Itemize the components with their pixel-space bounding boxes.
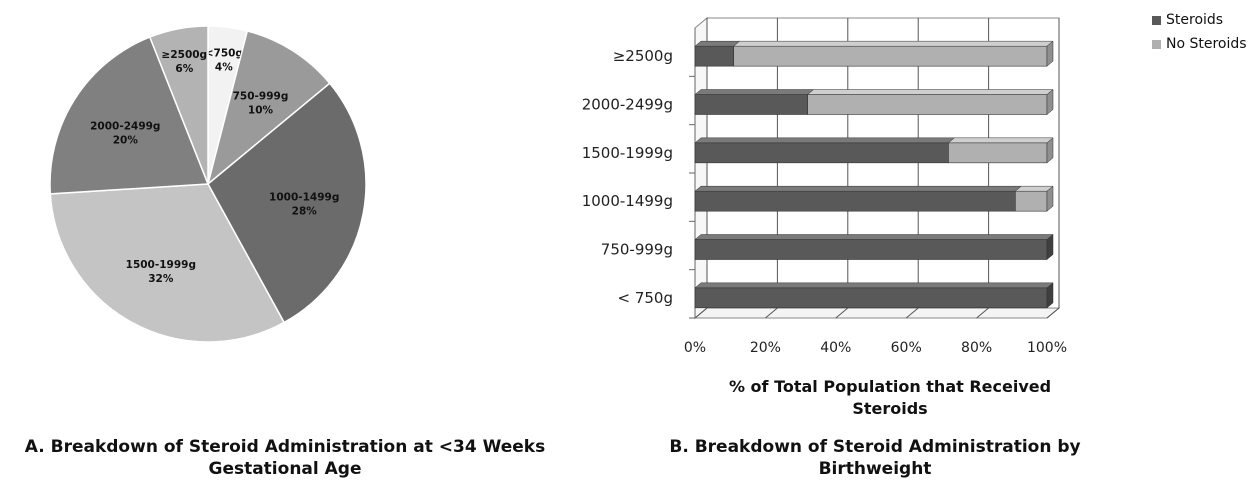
bar-top-steroids-lt-750g <box>694 282 1054 289</box>
bar-top-steroids-2000-2499g <box>694 89 815 95</box>
pie-chart: <750g 4% 750-999g 10% 1000-1499g 28% 1500-1999… <box>49 25 367 343</box>
legend-label-steroids: Steroids <box>1166 12 1224 28</box>
y-tick-label-2000-2499g: 2000-2499g <box>582 96 673 114</box>
stacked-bar-chart: 0% 20% 40% 60% 80% 100% ≥2500g 2000-2499g 1500-1… <box>582 16 1067 356</box>
bar-top-no-steroids-ge-2500g <box>733 40 1054 47</box>
x-tick-label: 100% <box>1027 340 1067 356</box>
bar-top-no-steroids-1500-1999g <box>947 137 1054 144</box>
floor-gridline <box>835 307 849 319</box>
bar-end-ge-2500g <box>1046 40 1054 67</box>
bar-top-steroids-ge-2500g <box>694 40 741 47</box>
bar-end-1000-1499g <box>1046 185 1054 212</box>
bar-no-steroids-ge-2500g <box>733 45 1048 67</box>
y-tick-label-1500-1999g: 1500-1999g <box>582 144 673 162</box>
y-tick-label-lt-750g: < 750g <box>618 289 674 307</box>
legend-swatch-no-steroids <box>1152 39 1161 49</box>
bar-end-lt-750g <box>1046 282 1054 309</box>
x-tick-label: 0% <box>684 340 706 356</box>
bar-steroids-1000-1499g <box>694 190 1016 212</box>
bar-steroids-ge-2500g <box>694 45 735 67</box>
legend: Steroids No Steroids <box>1152 8 1247 56</box>
pie-label-1500-1999g: 1500-1999g <box>126 259 196 271</box>
bar-steroids-2000-2499g <box>694 94 808 115</box>
floor-gridline <box>694 307 708 319</box>
pie-percent-1500-1999g: 32% <box>148 273 174 285</box>
x-tick-label: 80% <box>961 340 992 356</box>
legend-item-steroids: Steroids <box>1152 8 1247 32</box>
floor-gridline <box>765 307 778 319</box>
pie-percent-lt-750g: 4% <box>215 62 233 74</box>
pie-caption: A. Breakdown of Steroid Administration a… <box>24 437 546 479</box>
pie-label-2000-2499g: 2000-2499g <box>90 121 160 133</box>
bar-top-steroids-750-999g <box>694 234 1054 240</box>
pie-label-750-999g: 750-999g <box>233 90 289 102</box>
bar-end-2000-2499g <box>1046 88 1054 116</box>
pie-label-ge-2500g: ≥2500g <box>162 49 208 61</box>
bar-steroids-750-999g <box>694 239 1048 260</box>
legend-label-no-steroids: No Steroids <box>1166 36 1247 52</box>
bar-top-no-steroids-2000-2499g <box>806 89 1054 95</box>
floor-gridline <box>1046 307 1060 319</box>
floor-gridline <box>905 307 919 319</box>
pie-label-1000-1499g: 1000-1499g <box>269 191 339 203</box>
bar-top-steroids-1500-1999g <box>694 137 956 144</box>
bar-top-no-steroids-1000-1499g <box>1014 185 1054 192</box>
pie-percent-750-999g: 10% <box>248 104 274 116</box>
bar-caption: B. Breakdown of Steroid Administration b… <box>669 437 1081 479</box>
legend-item-no-steroids: No Steroids <box>1152 32 1247 56</box>
bar-steroids-lt-750g <box>694 287 1048 309</box>
pie-percent-2000-2499g: 20% <box>113 135 139 147</box>
pie-percent-ge-2500g: 6% <box>175 63 193 75</box>
bar-end-1500-1999g <box>1046 137 1054 164</box>
x-tick-label: 60% <box>891 340 922 356</box>
x-tick-label: 40% <box>820 340 851 356</box>
bar-end-750-999g <box>1046 233 1054 261</box>
bar-no-steroids-2000-2499g <box>807 94 1048 115</box>
floor-gridline <box>976 307 989 319</box>
bar-no-steroids-1500-1999g <box>948 142 1048 164</box>
legend-swatch-steroids <box>1152 15 1161 25</box>
pie-slice-1000-1499g <box>207 82 367 324</box>
x-tick-label: 20% <box>750 340 781 356</box>
pie-slice-1500-1999g <box>49 183 286 343</box>
pie-percent-1000-1499g: 28% <box>292 205 318 217</box>
y-tick-label-750-999g: 750-999g <box>601 241 673 259</box>
bar-x-axis-label: % of Total Population that Received Ster… <box>728 377 1052 418</box>
pie-slice-750-999g <box>206 30 331 187</box>
plot-floor <box>693 307 1061 319</box>
pie-slice-ge-2500g <box>148 25 209 185</box>
y-tick-label-ge-2500g: ≥2500g <box>613 47 673 65</box>
bar-no-steroids-1000-1499g <box>1015 190 1048 212</box>
bar-top-steroids-1000-1499g <box>694 185 1023 192</box>
pie-label-lt-750g: <750g <box>205 48 243 60</box>
y-tick-label-1000-1499g: 1000-1499g <box>582 192 673 210</box>
bar-steroids-1500-1999g <box>694 142 949 164</box>
pie-slice-2000-2499g <box>49 36 210 195</box>
